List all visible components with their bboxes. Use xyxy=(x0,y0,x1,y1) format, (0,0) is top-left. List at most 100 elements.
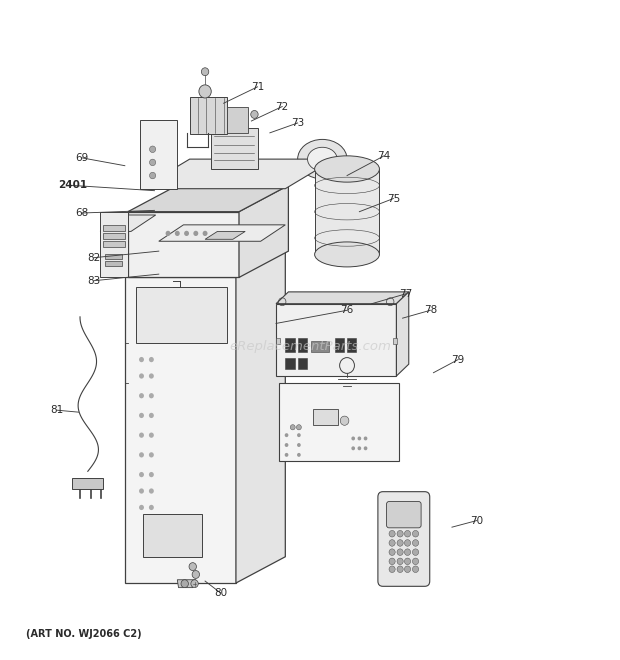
Polygon shape xyxy=(396,292,409,376)
Circle shape xyxy=(412,540,418,546)
Circle shape xyxy=(193,231,198,236)
Polygon shape xyxy=(100,212,128,277)
Circle shape xyxy=(149,159,156,166)
Polygon shape xyxy=(205,232,245,240)
Circle shape xyxy=(139,488,144,494)
Ellipse shape xyxy=(314,156,379,182)
Text: 74: 74 xyxy=(378,151,391,161)
Circle shape xyxy=(412,566,418,572)
Circle shape xyxy=(191,579,198,587)
Circle shape xyxy=(181,579,188,587)
Text: 82: 82 xyxy=(87,253,100,263)
Circle shape xyxy=(397,540,403,546)
Polygon shape xyxy=(125,277,236,583)
FancyBboxPatch shape xyxy=(136,287,228,343)
Circle shape xyxy=(149,374,154,379)
Polygon shape xyxy=(104,225,125,232)
Circle shape xyxy=(404,549,410,556)
Ellipse shape xyxy=(298,139,347,179)
Circle shape xyxy=(404,558,410,564)
Text: 73: 73 xyxy=(291,118,304,128)
Text: 79: 79 xyxy=(451,354,465,364)
FancyBboxPatch shape xyxy=(311,341,329,352)
FancyBboxPatch shape xyxy=(285,358,294,370)
Circle shape xyxy=(285,453,288,457)
Circle shape xyxy=(389,540,395,546)
Text: 70: 70 xyxy=(470,515,483,525)
Polygon shape xyxy=(211,127,257,169)
Circle shape xyxy=(297,453,301,457)
Text: 77: 77 xyxy=(399,289,412,299)
Polygon shape xyxy=(140,119,177,189)
Circle shape xyxy=(149,172,156,179)
Circle shape xyxy=(412,549,418,556)
Circle shape xyxy=(139,505,144,510)
Text: 75: 75 xyxy=(387,193,400,203)
Circle shape xyxy=(139,393,144,399)
Circle shape xyxy=(139,412,144,418)
Text: 68: 68 xyxy=(75,208,88,218)
Text: 80: 80 xyxy=(214,588,227,598)
Circle shape xyxy=(149,432,154,438)
Circle shape xyxy=(199,85,211,98)
Circle shape xyxy=(149,357,154,362)
Circle shape xyxy=(296,424,301,430)
Circle shape xyxy=(364,436,368,440)
Text: 2401: 2401 xyxy=(58,180,87,191)
FancyBboxPatch shape xyxy=(276,338,280,345)
Circle shape xyxy=(358,436,361,440)
Circle shape xyxy=(139,452,144,457)
Circle shape xyxy=(397,549,403,556)
Circle shape xyxy=(389,531,395,537)
Text: 76: 76 xyxy=(340,306,353,315)
Circle shape xyxy=(290,424,295,430)
Polygon shape xyxy=(177,579,196,587)
Circle shape xyxy=(139,374,144,379)
Polygon shape xyxy=(239,185,288,277)
Circle shape xyxy=(404,566,410,572)
FancyBboxPatch shape xyxy=(347,338,356,352)
Circle shape xyxy=(175,231,180,236)
Circle shape xyxy=(297,433,301,437)
Circle shape xyxy=(389,549,395,556)
Polygon shape xyxy=(128,212,239,277)
FancyBboxPatch shape xyxy=(285,338,294,352)
Circle shape xyxy=(149,146,156,152)
Circle shape xyxy=(397,566,403,572)
Circle shape xyxy=(189,563,197,570)
Circle shape xyxy=(149,472,154,477)
Text: 83: 83 xyxy=(87,276,100,286)
Circle shape xyxy=(166,231,171,236)
Polygon shape xyxy=(276,292,409,304)
Polygon shape xyxy=(128,185,288,212)
Polygon shape xyxy=(190,96,227,134)
Circle shape xyxy=(358,446,361,450)
Circle shape xyxy=(139,357,144,362)
Circle shape xyxy=(285,433,288,437)
Polygon shape xyxy=(105,253,122,259)
Circle shape xyxy=(203,231,208,236)
Circle shape xyxy=(149,412,154,418)
Circle shape xyxy=(404,531,410,537)
FancyBboxPatch shape xyxy=(314,169,379,254)
Circle shape xyxy=(149,488,154,494)
Circle shape xyxy=(397,558,403,564)
FancyBboxPatch shape xyxy=(298,338,307,352)
Text: 72: 72 xyxy=(276,102,289,112)
Circle shape xyxy=(250,110,258,118)
Text: 78: 78 xyxy=(423,306,437,315)
Circle shape xyxy=(139,472,144,477)
Circle shape xyxy=(412,531,418,537)
Circle shape xyxy=(297,443,301,447)
Circle shape xyxy=(404,540,410,546)
Text: eReplacementParts.com: eReplacementParts.com xyxy=(229,340,391,353)
Text: 69: 69 xyxy=(75,153,88,163)
Circle shape xyxy=(364,446,368,450)
Circle shape xyxy=(397,531,403,537)
FancyBboxPatch shape xyxy=(386,502,421,528)
Circle shape xyxy=(149,452,154,457)
Circle shape xyxy=(202,68,209,76)
FancyBboxPatch shape xyxy=(276,304,396,376)
Circle shape xyxy=(412,558,418,564)
Polygon shape xyxy=(105,261,122,266)
